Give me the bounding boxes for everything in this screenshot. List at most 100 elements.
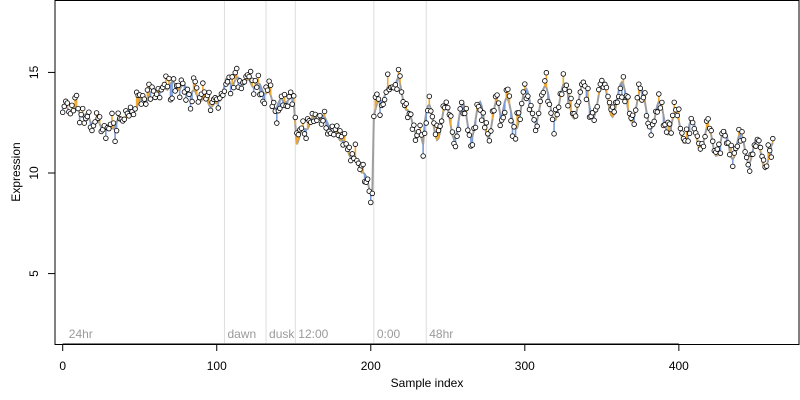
data-point [648,132,654,138]
data-point [385,71,391,77]
data-point [478,117,485,123]
data-point [371,113,377,120]
data-point [69,102,75,109]
data-point [84,113,91,120]
data-point [740,137,747,143]
data-point [656,91,662,97]
data-point [300,118,306,124]
data-point [765,142,771,148]
marker-label: dawn [227,327,256,341]
y-tick-label: 15 [27,65,41,79]
data-point [121,116,128,122]
data-point [637,85,644,91]
data-point [86,109,92,115]
y-tick-label: 5 [27,270,41,277]
data-point [267,82,274,88]
data-point [622,98,628,105]
data-point [317,112,323,119]
data-point [277,105,283,112]
data-point [506,93,513,99]
data-point [341,130,348,137]
data-point [184,86,191,93]
data-point [183,97,189,103]
data-point [227,90,234,97]
data-point [420,153,426,159]
data-point [551,131,557,137]
data-point [172,88,178,94]
data-point [195,99,201,105]
data-point [194,85,200,91]
data-point [488,128,494,134]
data-point [568,95,574,102]
data-point [127,104,134,111]
data-point [756,137,762,144]
data-point [397,73,403,79]
data-point [543,70,550,76]
data-point [508,118,514,124]
data-point [437,123,443,129]
data-point [659,99,665,106]
data-point [343,141,349,147]
data-point [747,168,753,174]
data-point [230,84,237,91]
data-point [452,143,459,150]
data-point [609,104,616,110]
marker-lines [223,1,427,343]
data-point [426,93,433,100]
x-tick-label: 200 [361,359,381,373]
data-point [271,99,277,106]
data-point [546,101,553,108]
data-point [438,118,445,124]
y-axis: 5 10 15 [27,65,56,277]
data-point [323,125,329,131]
data-point [512,136,519,142]
data-point [454,133,460,139]
data-point [380,101,386,108]
data-point [767,147,773,154]
data-point [415,129,422,135]
data-point [70,108,77,114]
data-point [153,91,160,97]
data-point [349,151,355,157]
data-point [676,106,682,112]
data-point [668,130,674,136]
data-point [429,113,436,120]
data-point [403,101,409,107]
marker-label: 48hr [429,327,453,341]
data-point [619,94,625,100]
marker-label: 24hr [69,327,93,341]
data-point [75,105,81,112]
data-point [141,96,148,102]
y-axis-label: Expression [9,142,23,201]
data-point [284,103,291,110]
data-point [566,88,573,95]
data-point [717,150,724,156]
data-point [375,96,382,102]
data-point [258,91,265,97]
data-point [369,190,376,197]
data-point [360,161,366,168]
data-point [246,73,252,80]
data-point [229,74,235,80]
data-point [726,151,733,158]
data-point [346,144,352,151]
data-point [398,89,405,95]
data-point [144,87,151,93]
data-point [192,78,198,85]
data-point [292,114,298,121]
data-point [743,154,750,161]
data-point [180,80,186,87]
data-point [633,107,639,113]
data-point [466,132,473,138]
data-point [113,127,120,134]
data-point [671,99,677,105]
data-point [287,89,294,95]
data-point [110,120,117,126]
data-point [221,88,228,94]
data-point [73,92,80,99]
data-point [187,106,194,112]
data-point [690,119,696,126]
data-point [321,108,328,115]
data-point [722,133,728,139]
data-point [60,109,66,116]
